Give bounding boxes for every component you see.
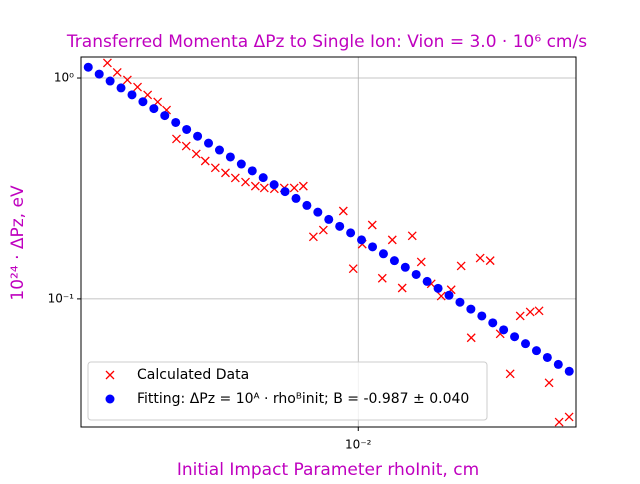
x-marker (250, 181, 260, 191)
dot-marker (477, 311, 487, 321)
dot-marker (116, 83, 126, 93)
dot-marker (105, 394, 115, 404)
dot-marker (521, 339, 531, 349)
dot-marker (488, 318, 498, 328)
dot-marker (400, 262, 410, 272)
x-marker (348, 264, 358, 274)
x-marker (105, 370, 115, 380)
x-marker (525, 307, 535, 317)
x-marker (298, 181, 308, 191)
dot-marker (433, 283, 443, 293)
dot-marker (368, 242, 378, 252)
y-tick-label: 10⁻¹ (48, 291, 75, 305)
x-marker (564, 412, 574, 422)
dot-marker (313, 207, 323, 217)
dot-marker (193, 131, 203, 141)
dot-marker (444, 290, 454, 300)
x-marker (397, 283, 407, 293)
legend-label: Fitting: ΔPz = 10ᴬ · rhoᴮinit; B = -0.98… (137, 391, 469, 407)
x-marker (475, 253, 485, 263)
x-marker (485, 256, 495, 266)
x-marker (377, 273, 387, 283)
x-marker (230, 173, 240, 183)
x-marker (241, 177, 250, 187)
x-marker (534, 306, 544, 316)
x-marker (259, 183, 269, 193)
dot-marker (236, 159, 246, 169)
x-marker (112, 67, 122, 77)
x-tick-label: 10⁻² (345, 438, 372, 452)
dot-marker (542, 352, 552, 362)
x-marker (416, 257, 426, 267)
x-marker (172, 134, 181, 144)
x-marker (407, 231, 417, 241)
x-marker (436, 291, 446, 301)
x-marker (554, 417, 564, 427)
x-axis-label: Initial Impact Parameter rhoInit, cm (177, 460, 479, 480)
x-marker (367, 220, 377, 230)
dot-marker (422, 276, 432, 286)
x-marker (338, 206, 348, 216)
dot-marker (324, 214, 334, 224)
dot-marker (389, 256, 399, 266)
dot-marker (335, 221, 345, 231)
dot-marker (531, 346, 541, 356)
x-marker (318, 225, 328, 235)
dot-marker (214, 145, 224, 155)
x-marker (210, 163, 220, 173)
dot-marker (455, 297, 465, 307)
dot-marker (83, 62, 93, 72)
x-marker (466, 333, 476, 343)
dot-marker (346, 228, 356, 238)
dot-marker (182, 124, 192, 134)
dot-marker (291, 193, 301, 203)
x-marker (289, 183, 299, 193)
dot-marker (510, 332, 520, 342)
dot-marker (94, 69, 104, 79)
dot-marker (357, 235, 367, 245)
x-marker (456, 261, 466, 271)
dot-marker (411, 269, 421, 279)
dot-marker (466, 304, 476, 314)
x-marker (505, 369, 515, 379)
x-marker (387, 235, 397, 245)
dot-marker (302, 200, 312, 210)
legend-label: Calculated Data (137, 367, 249, 383)
dot-marker (258, 173, 268, 183)
x-marker (181, 141, 191, 151)
dot-marker (378, 249, 388, 259)
x-marker (544, 378, 554, 388)
dot-marker (564, 366, 574, 376)
x-marker (200, 156, 210, 166)
chart-title: Transferred Momenta ΔPz to Single Ion: V… (66, 32, 587, 52)
y-axis-label: 10²⁴ · ΔPz, eV (8, 185, 28, 301)
y-tick-label: 10⁰ (54, 71, 74, 85)
x-marker (308, 232, 318, 242)
x-marker (221, 168, 230, 178)
x-marker (515, 311, 525, 321)
dot-marker (160, 111, 170, 121)
dot-marker (149, 104, 159, 114)
x-marker (122, 75, 132, 85)
dot-marker (105, 76, 115, 86)
dot-marker (269, 180, 279, 190)
dot-marker (204, 138, 214, 148)
dot-marker (127, 90, 137, 100)
dot-marker (171, 117, 181, 127)
x-marker (102, 58, 112, 68)
dot-marker (247, 166, 257, 176)
dot-marker (553, 359, 563, 369)
legend-box (87, 361, 488, 421)
dot-marker (499, 325, 509, 335)
dot-marker (138, 97, 148, 107)
x-marker (143, 90, 153, 100)
plot-frame (80, 56, 577, 428)
x-marker (191, 149, 201, 159)
x-marker (133, 82, 142, 92)
dot-marker (280, 187, 290, 197)
dot-marker (225, 152, 235, 162)
